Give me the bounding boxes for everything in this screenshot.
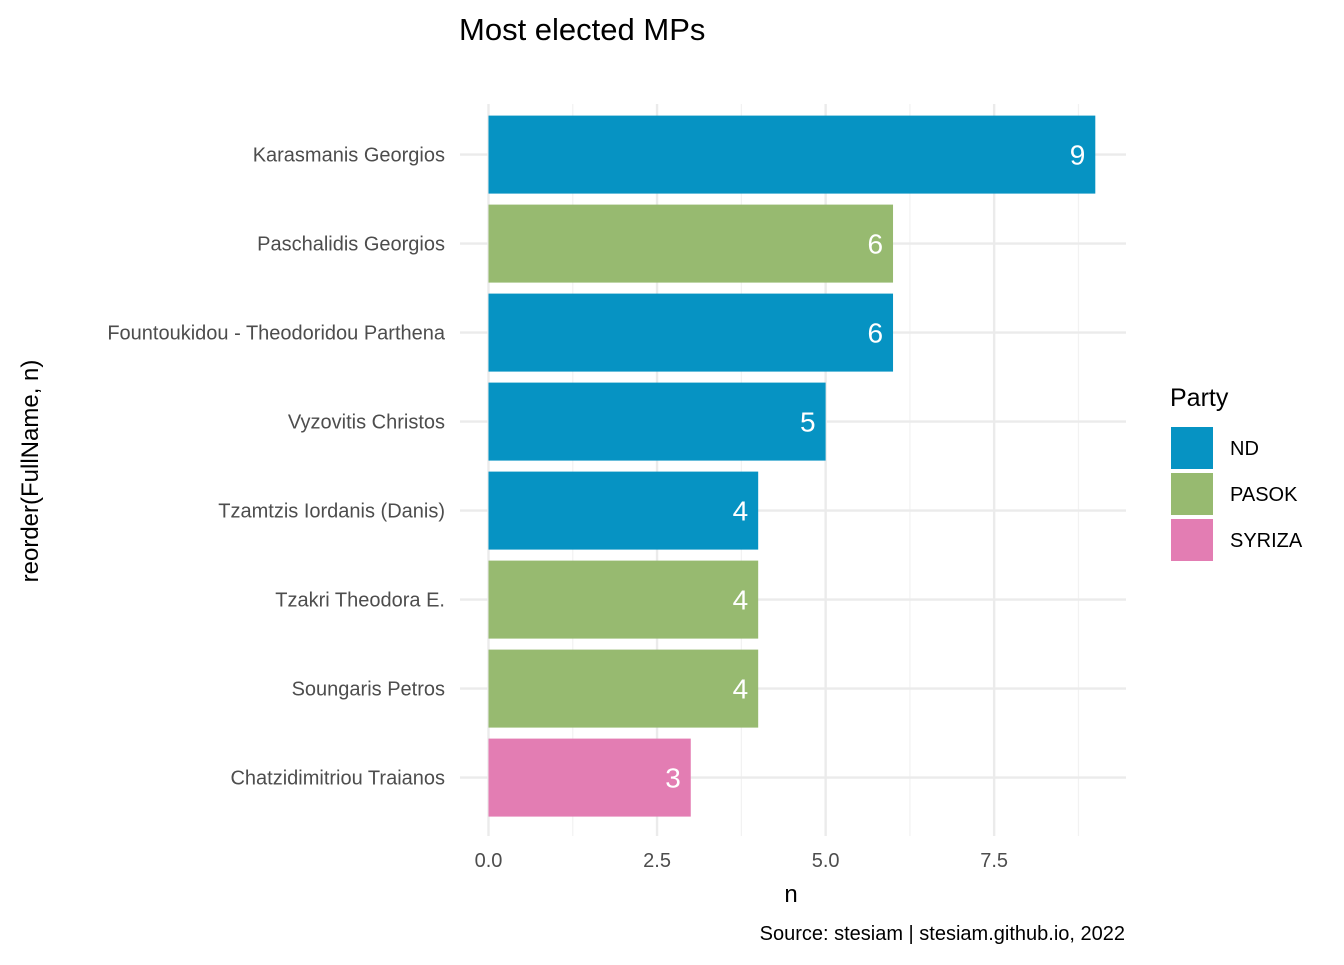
bar [488,204,894,283]
y-tick-label: Soungaris Petros [292,679,445,701]
y-tick-labels: Karasmanis Georgios Paschalidis Georgios F… [107,145,446,790]
y-axis-title: reorder(FullName, n) [17,360,44,583]
x-axis-title: n [784,881,797,908]
y-tick-label: Karasmanis Georgios [253,145,445,167]
bar-value-label: 6 [867,318,883,349]
legend-label: PASOK [1230,484,1298,506]
x-tick-label: 7.5 [980,850,1008,872]
bar-value-label: 3 [665,763,681,794]
bar-value-label: 6 [867,229,883,260]
legend-swatch [1171,427,1213,469]
legend-swatch [1171,519,1213,561]
bar-value-label: 4 [733,674,749,705]
y-tick-label: Chatzidimitriou Traianos [230,768,445,790]
x-tick-labels: 0.0 2.5 5.0 7.5 [475,850,1008,872]
bar [488,560,759,639]
legend-label: ND [1230,438,1259,460]
legend-title: Party [1170,384,1229,412]
y-tick-label: Fountoukidou - Theodoridou Parthena [107,323,446,345]
legend: Party ND PASOK SYRIZA [1170,384,1303,561]
x-tick-label: 5.0 [812,850,840,872]
y-tick-label: Paschalidis Georgios [257,234,445,256]
bars [488,115,1096,817]
chart-title: Most elected MPs [459,12,705,47]
legend-label: SYRIZA [1230,530,1303,552]
bar-value-label: 5 [800,407,816,438]
bar-value-label: 4 [733,585,749,616]
bar [488,471,759,550]
x-tick-label: 2.5 [643,850,671,872]
y-tick-label: Tzakri Theodora E. [275,590,445,612]
x-tick-label: 0.0 [475,850,503,872]
bar [488,649,759,728]
bar [488,115,1096,194]
bar-value-label: 4 [733,496,749,527]
y-tick-label: Tzamtzis Iordanis (Danis) [218,501,445,523]
bar-value-label: 9 [1070,140,1086,171]
legend-swatch [1171,473,1213,515]
bar [488,738,691,817]
bar [488,293,894,372]
y-tick-label: Vyzovitis Christos [288,412,445,434]
chart-caption: Source: stesiam | stesiam.github.io, 202… [760,923,1125,945]
bar [488,382,826,461]
value-labels: 9 6 6 5 4 4 4 3 [665,140,1085,794]
